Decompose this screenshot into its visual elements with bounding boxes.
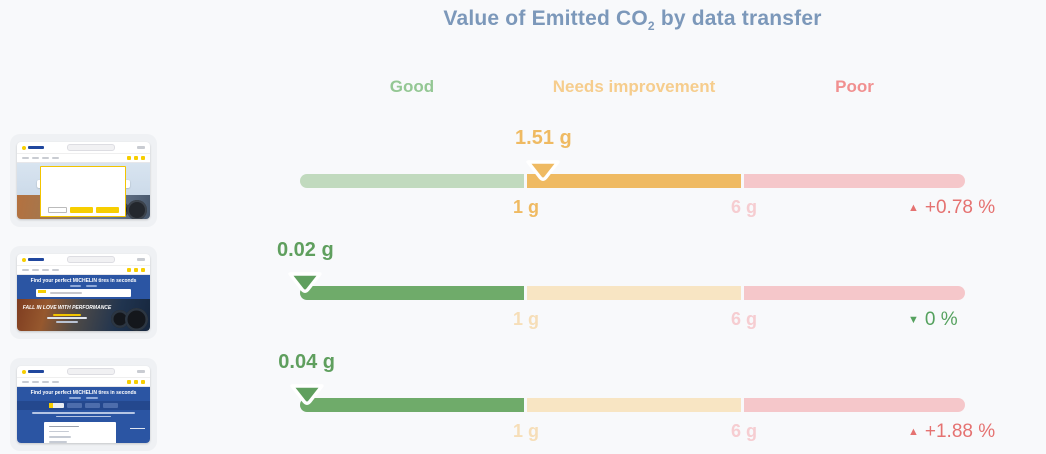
thumbnail-browser-topbar bbox=[17, 366, 150, 377]
thumbnail-dropdown-panel bbox=[44, 422, 116, 443]
gauge-segment-poor bbox=[744, 174, 965, 188]
thumbnail-nav-strip bbox=[17, 377, 150, 387]
trend-arrow-icon: ▲ bbox=[908, 426, 919, 438]
zone-header-poor: Poor bbox=[835, 77, 874, 96]
threshold-label-6g: 6 g bbox=[730, 309, 757, 329]
tire-icon bbox=[111, 310, 129, 328]
tab-pill-active bbox=[49, 403, 64, 409]
gauge-marker-icon bbox=[524, 159, 562, 182]
change-percentage: ▼ 0 % bbox=[908, 309, 958, 330]
gauge-segment-poor bbox=[744, 286, 965, 300]
thumbnail-browser-window: Find your perfect MICHELIN tires in seco… bbox=[17, 366, 150, 443]
gauge-segment-good bbox=[300, 174, 524, 188]
threshold-label-1g: 1 g bbox=[512, 197, 539, 217]
change-percentage: ▲ +1.88 % bbox=[908, 421, 996, 442]
gauge-segment-poor bbox=[744, 398, 965, 412]
threshold-label-1g: 1 g bbox=[512, 421, 539, 441]
thumbnail-menu-icon bbox=[137, 258, 145, 261]
tire-search-input bbox=[35, 289, 132, 298]
gauge-segment-good bbox=[300, 398, 524, 412]
thumbnail-menu-icon bbox=[137, 146, 145, 149]
co2-value-label: 1.51 g bbox=[515, 127, 572, 149]
tire-icon bbox=[127, 200, 147, 219]
gauge-segment-needs-improvement bbox=[527, 398, 741, 412]
banner-heading: Find your perfect MICHELIN tires in seco… bbox=[30, 389, 137, 396]
gauge-marker-icon bbox=[286, 271, 324, 294]
zone-header-needs-improvement: Needs improvement bbox=[552, 77, 716, 96]
gauge-segment-needs-improvement bbox=[527, 286, 741, 300]
cookie-decline-button bbox=[47, 207, 67, 213]
zone-header-good: Good bbox=[389, 77, 435, 96]
page-title: Value of Emitted CO2 by data transfer bbox=[443, 7, 822, 34]
co2-value-label: 0.02 g bbox=[276, 239, 334, 261]
trend-arrow-icon: ▼ bbox=[908, 314, 919, 326]
thumbnail-hero-photo: FALL IN LOVE WITH PERFORMANCE bbox=[17, 299, 150, 331]
co2-gauge: 0.04 g 1 g 6 g ▲ +1.88 % bbox=[278, 352, 995, 441]
thumbnail-search-pill bbox=[66, 256, 115, 263]
michelin-logo-icon bbox=[22, 257, 26, 262]
page-thumbnail-cookie-dialog[interactable] bbox=[10, 134, 157, 227]
thumbnail-nav-strip bbox=[17, 153, 150, 163]
co2-value-label: 0.04 g bbox=[278, 351, 335, 373]
threshold-label-6g: 6 g bbox=[730, 197, 757, 217]
gauge-segment-good bbox=[300, 286, 524, 300]
change-percentage: ▲ +0.78 % bbox=[908, 197, 996, 218]
co2-gauge: 0.02 g 1 g 6 g ▼ 0 % bbox=[277, 240, 965, 329]
michelin-logo-icon bbox=[22, 369, 26, 374]
gauge-row: Find your perfect MICHELIN tires in seco… bbox=[0, 236, 1046, 348]
thumbnail-browser-topbar bbox=[17, 254, 150, 265]
gauge-marker-icon bbox=[288, 383, 326, 406]
cookie-accept-button bbox=[69, 207, 93, 213]
michelin-logo-icon bbox=[22, 145, 26, 150]
thumbnail-menu-icon bbox=[137, 370, 145, 373]
thumbnail-blue-banner: Find your perfect MICHELIN tires in seco… bbox=[17, 275, 150, 299]
hero-caption: FALL IN LOVE WITH PERFORMANCE bbox=[22, 305, 112, 311]
page-thumbnail-homepage[interactable]: Find your perfect MICHELIN tires in seco… bbox=[10, 246, 157, 339]
co2-gauge: 1.51 g 1 g 6 g ▲ +0.78 % bbox=[300, 128, 995, 217]
threshold-label-6g: 6 g bbox=[730, 421, 757, 441]
cookie-settings-button bbox=[95, 207, 119, 213]
thumbnail-tab-pills bbox=[17, 401, 150, 411]
thumbnail-browser-window bbox=[17, 142, 150, 219]
gauge-row: 1.51 g 1 g 6 g ▲ +0.78 % bbox=[0, 124, 1046, 236]
thumbnail-page-body bbox=[17, 163, 150, 219]
gauge-row: Find your perfect MICHELIN tires in seco… bbox=[0, 348, 1046, 454]
thumbnail-blue-page: Find your perfect MICHELIN tires in seco… bbox=[17, 387, 150, 443]
page-thumbnail-tire-finder[interactable]: Find your perfect MICHELIN tires in seco… bbox=[10, 358, 157, 451]
gauge-segment-needs-improvement bbox=[527, 174, 741, 188]
thumbnail-nav-strip bbox=[17, 265, 150, 275]
banner-heading: Find your perfect MICHELIN tires in seco… bbox=[30, 277, 137, 284]
co2-subscript: 2 bbox=[647, 19, 655, 34]
thumbnail-browser-window: Find your perfect MICHELIN tires in seco… bbox=[17, 254, 150, 331]
cookie-consent-dialog bbox=[40, 166, 126, 217]
thumbnail-search-pill bbox=[66, 368, 115, 375]
tire-icon bbox=[125, 308, 148, 331]
thumbnail-search-pill bbox=[66, 144, 115, 151]
trend-arrow-icon: ▲ bbox=[908, 202, 919, 214]
thumbnail-browser-topbar bbox=[17, 142, 150, 153]
threshold-label-1g: 1 g bbox=[512, 309, 539, 329]
